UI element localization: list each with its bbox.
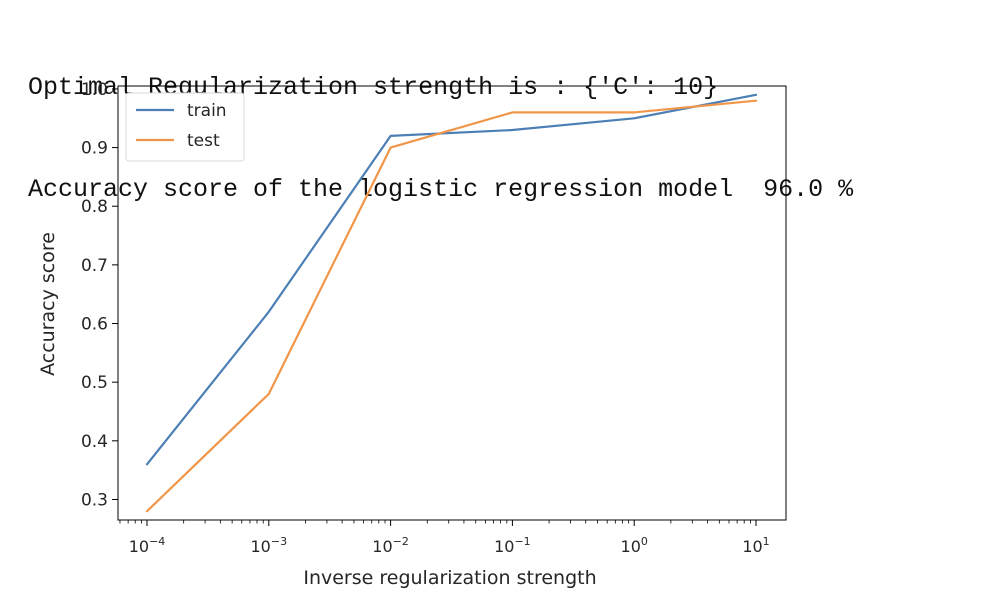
x-tick-label: 10−4	[129, 535, 166, 556]
legend: train test	[125, 92, 245, 162]
plot-frame	[117, 85, 787, 521]
y-tick-label: 0.4	[81, 432, 108, 452]
optimal-c-line: Optimal Regularization strength is : {'C…	[28, 73, 719, 102]
x-axis-label: Inverse regularization strength	[303, 567, 596, 589]
cell-output: Optimal Regularization strength is : {'C…	[28, 3, 853, 241]
x-axis: 10−4 10−3 10−2 10−1 100 101	[119, 520, 770, 556]
y-tick-label: 0.7	[81, 256, 108, 276]
x-tick-label: 101	[742, 535, 769, 556]
y-tick-label: 0.3	[81, 490, 108, 510]
x-tick-label: 10−1	[494, 535, 531, 556]
x-tick-label: 100	[621, 535, 648, 556]
legend-label-test: test	[187, 131, 220, 151]
y-tick-label: 0.6	[81, 315, 108, 335]
y-tick-label: 1.0	[81, 80, 108, 100]
accuracy-line: Accuracy score of the logistic regressio…	[28, 175, 854, 204]
y-tick-label: 0.5	[81, 373, 108, 393]
x-tick-label: 10−2	[372, 535, 409, 556]
y-axis: 0.3 0.4 0.5 0.6 0.7 0.8 0.9 1.0	[81, 80, 118, 510]
series-line-train	[145, 93, 758, 466]
y-axis-label: Accuracy score	[37, 232, 59, 376]
y-tick-label: 0.8	[81, 197, 108, 217]
series-line-test	[145, 99, 758, 513]
x-tick-label: 10−3	[251, 535, 288, 556]
y-tick-label: 0.9	[81, 139, 108, 159]
legend-label-train: train	[187, 101, 227, 121]
series-lines	[145, 93, 758, 513]
